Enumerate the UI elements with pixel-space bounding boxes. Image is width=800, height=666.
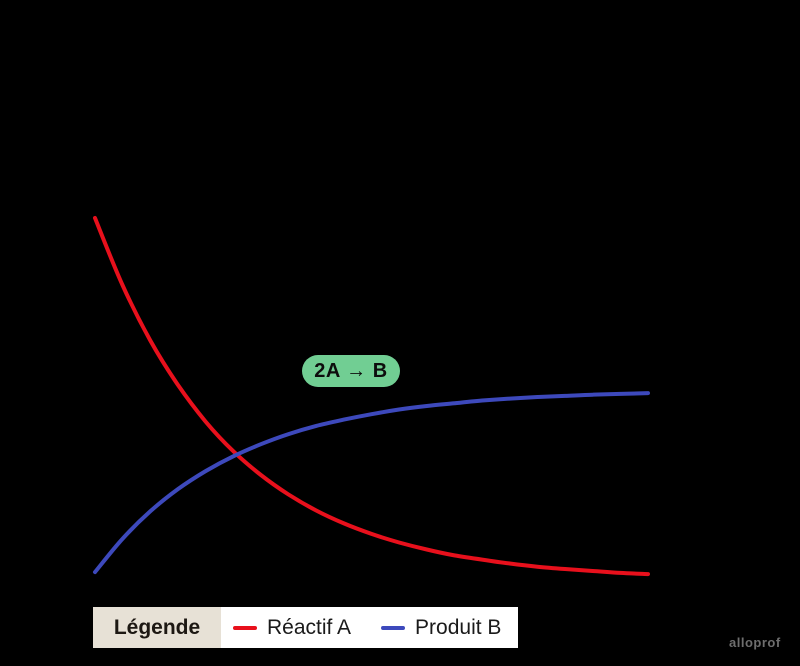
reactif-a-label: Réactif A <box>267 615 352 639</box>
legend-item-produit-b: Produit B <box>381 616 501 640</box>
produit-b-line-swatch <box>381 625 406 630</box>
curve-reactif-a <box>93 216 650 577</box>
reactif-a-line-swatch <box>233 625 257 630</box>
legend-title: Légende <box>93 607 221 648</box>
alloprof-watermark: alloprof <box>729 635 781 650</box>
legend-item-reactif-a: Réactif A <box>233 616 351 640</box>
produit-b-label: Produit B <box>415 615 502 639</box>
curve-produit-b <box>93 391 650 575</box>
legend: Légende Réactif A Produit B <box>93 607 518 648</box>
legend-items: Réactif A Produit B <box>221 607 518 648</box>
reaction-equation-badge: 2A → B <box>302 355 400 387</box>
reaction-equation-label: 2A → B <box>314 359 388 382</box>
